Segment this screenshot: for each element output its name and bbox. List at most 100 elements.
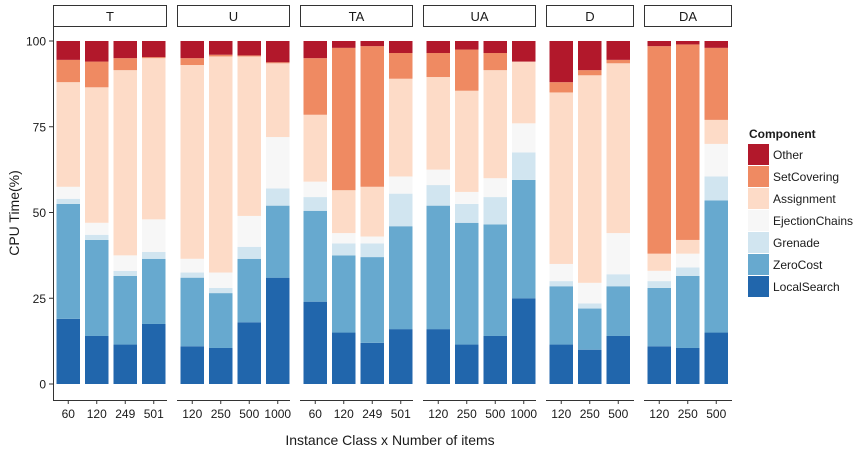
- bar-segment-other: [360, 41, 384, 47]
- bar-segment-other: [142, 41, 166, 58]
- bar-segment-ejectionchains: [549, 263, 573, 282]
- bar-segment-localsearch: [676, 347, 700, 384]
- bar-segment-zerocost: [512, 179, 536, 299]
- bar-segment-assignment: [676, 239, 700, 254]
- bar-segment-setcovering: [303, 58, 327, 115]
- facet-strip: [644, 5, 732, 27]
- bar-segment-ejectionchains: [142, 219, 166, 252]
- bar-segment-zerocost: [389, 226, 413, 330]
- bar-segment-grenade: [56, 198, 80, 204]
- bar-segment-localsearch: [142, 323, 166, 384]
- x-tick-label: 1000: [510, 407, 537, 421]
- y-tick-label: 25: [33, 292, 47, 306]
- bar-segment-zerocost: [142, 258, 166, 324]
- bar-segment-localsearch: [209, 347, 233, 384]
- bar-segment-localsearch: [549, 344, 573, 384]
- bar-segment-setcovering: [142, 57, 166, 59]
- x-tick-label: 250: [457, 407, 477, 421]
- bar-segment-assignment: [549, 92, 573, 264]
- legend-swatch-other: [748, 144, 769, 165]
- bar-segment-assignment: [56, 82, 80, 187]
- x-tick-label: 501: [144, 407, 164, 421]
- legend-swatch-localsearch: [748, 276, 769, 297]
- x-tick-label: 249: [115, 407, 135, 421]
- bar-segment-other: [512, 41, 536, 62]
- bar-segment-localsearch: [455, 344, 479, 384]
- bar-segment-ejectionchains: [676, 253, 700, 268]
- legend-label-zerocost: ZeroCost: [773, 258, 823, 272]
- bar-segment-other: [56, 41, 80, 60]
- bar-segment-grenade: [704, 176, 728, 201]
- bar-segment-setcovering: [704, 47, 728, 120]
- bar-segment-zerocost: [56, 203, 80, 319]
- bar-segment-grenade: [266, 188, 290, 206]
- bar-segment-localsearch: [85, 335, 109, 384]
- legend-swatch-zerocost: [748, 254, 769, 275]
- bar-segment-localsearch: [266, 277, 290, 384]
- bar-segment-assignment: [266, 63, 290, 138]
- bar-segment-grenade: [606, 274, 630, 287]
- bar-segment-other: [426, 41, 450, 54]
- bar-segment-ejectionchains: [578, 282, 602, 304]
- bar-segment-assignment: [483, 70, 507, 179]
- bar-segment-grenade: [209, 287, 233, 294]
- facet-strip-label: TA: [349, 9, 365, 24]
- bar-segment-ejectionchains: [113, 255, 137, 271]
- legend-label-other: Other: [773, 148, 803, 162]
- bar-segment-zerocost: [483, 224, 507, 336]
- facet-strip-label: T: [106, 9, 114, 24]
- bar-segment-assignment: [578, 75, 602, 283]
- bar-segment-zerocost: [426, 205, 450, 330]
- x-tick-label: 500: [485, 407, 505, 421]
- facet-strip-label: DA: [679, 9, 697, 24]
- bar-segment-ejectionchains: [180, 258, 204, 273]
- bar-segment-assignment: [113, 70, 137, 256]
- y-tick-label: 50: [33, 206, 47, 220]
- bar-segment-ejectionchains: [512, 123, 536, 153]
- bar-segment-setcovering: [647, 46, 671, 254]
- facet-panels: T 60 120 249 501 U 120 250 500 1000 TA 60 120 249 501 U…: [53, 5, 732, 421]
- bar-segment-localsearch: [237, 322, 261, 384]
- x-tick-label: 120: [334, 407, 354, 421]
- bar-segment-other: [389, 41, 413, 54]
- facet-panel-t: T 60 120 249 501: [53, 5, 167, 421]
- x-tick-label: 250: [211, 407, 231, 421]
- x-tick-label: 120: [182, 407, 202, 421]
- bar-segment-setcovering: [549, 82, 573, 93]
- bar-segment-zerocost: [113, 275, 137, 345]
- bar-segment-ejectionchains: [85, 222, 109, 235]
- bar-segment-setcovering: [237, 55, 261, 57]
- bar-segment-zerocost: [549, 286, 573, 345]
- x-axis-label: Instance Class x Number of items: [285, 432, 494, 448]
- bar-segment-other: [113, 41, 137, 59]
- bar-segment-ejectionchains: [389, 176, 413, 194]
- bar-segment-other: [704, 41, 728, 48]
- bar-segment-grenade: [426, 185, 450, 206]
- bar-segment-assignment: [237, 56, 261, 216]
- bar-segment-ejectionchains: [606, 233, 630, 275]
- bar-segment-assignment: [704, 119, 728, 144]
- bar-segment-assignment: [142, 58, 166, 220]
- bar-segment-ejectionchains: [647, 270, 671, 282]
- x-tick-label: 500: [239, 407, 259, 421]
- bar-segment-grenade: [85, 234, 109, 240]
- bar-segment-zerocost: [704, 200, 728, 333]
- bar-segment-other: [483, 41, 507, 54]
- facet-panel-ua: UA 120 250 500 1000: [423, 5, 537, 421]
- bar-segment-ejectionchains: [426, 169, 450, 186]
- bar-segment-other: [332, 41, 356, 48]
- bar-segment-assignment: [606, 63, 630, 234]
- y-axis: 0 25 50 75 100: [26, 27, 54, 400]
- facet-strip-label: D: [585, 9, 594, 24]
- bar-segment-other: [676, 41, 700, 45]
- bar-segment-zerocost: [647, 287, 671, 347]
- bar-segment-grenade: [512, 152, 536, 180]
- bar-segment-ejectionchains: [704, 143, 728, 177]
- facet-strip: [546, 5, 634, 27]
- bar-segment-grenade: [303, 197, 327, 211]
- bar-segment-assignment: [180, 65, 204, 259]
- facet-strip: [177, 5, 290, 27]
- bar-segment-assignment: [389, 78, 413, 177]
- bar-segment-other: [266, 41, 290, 63]
